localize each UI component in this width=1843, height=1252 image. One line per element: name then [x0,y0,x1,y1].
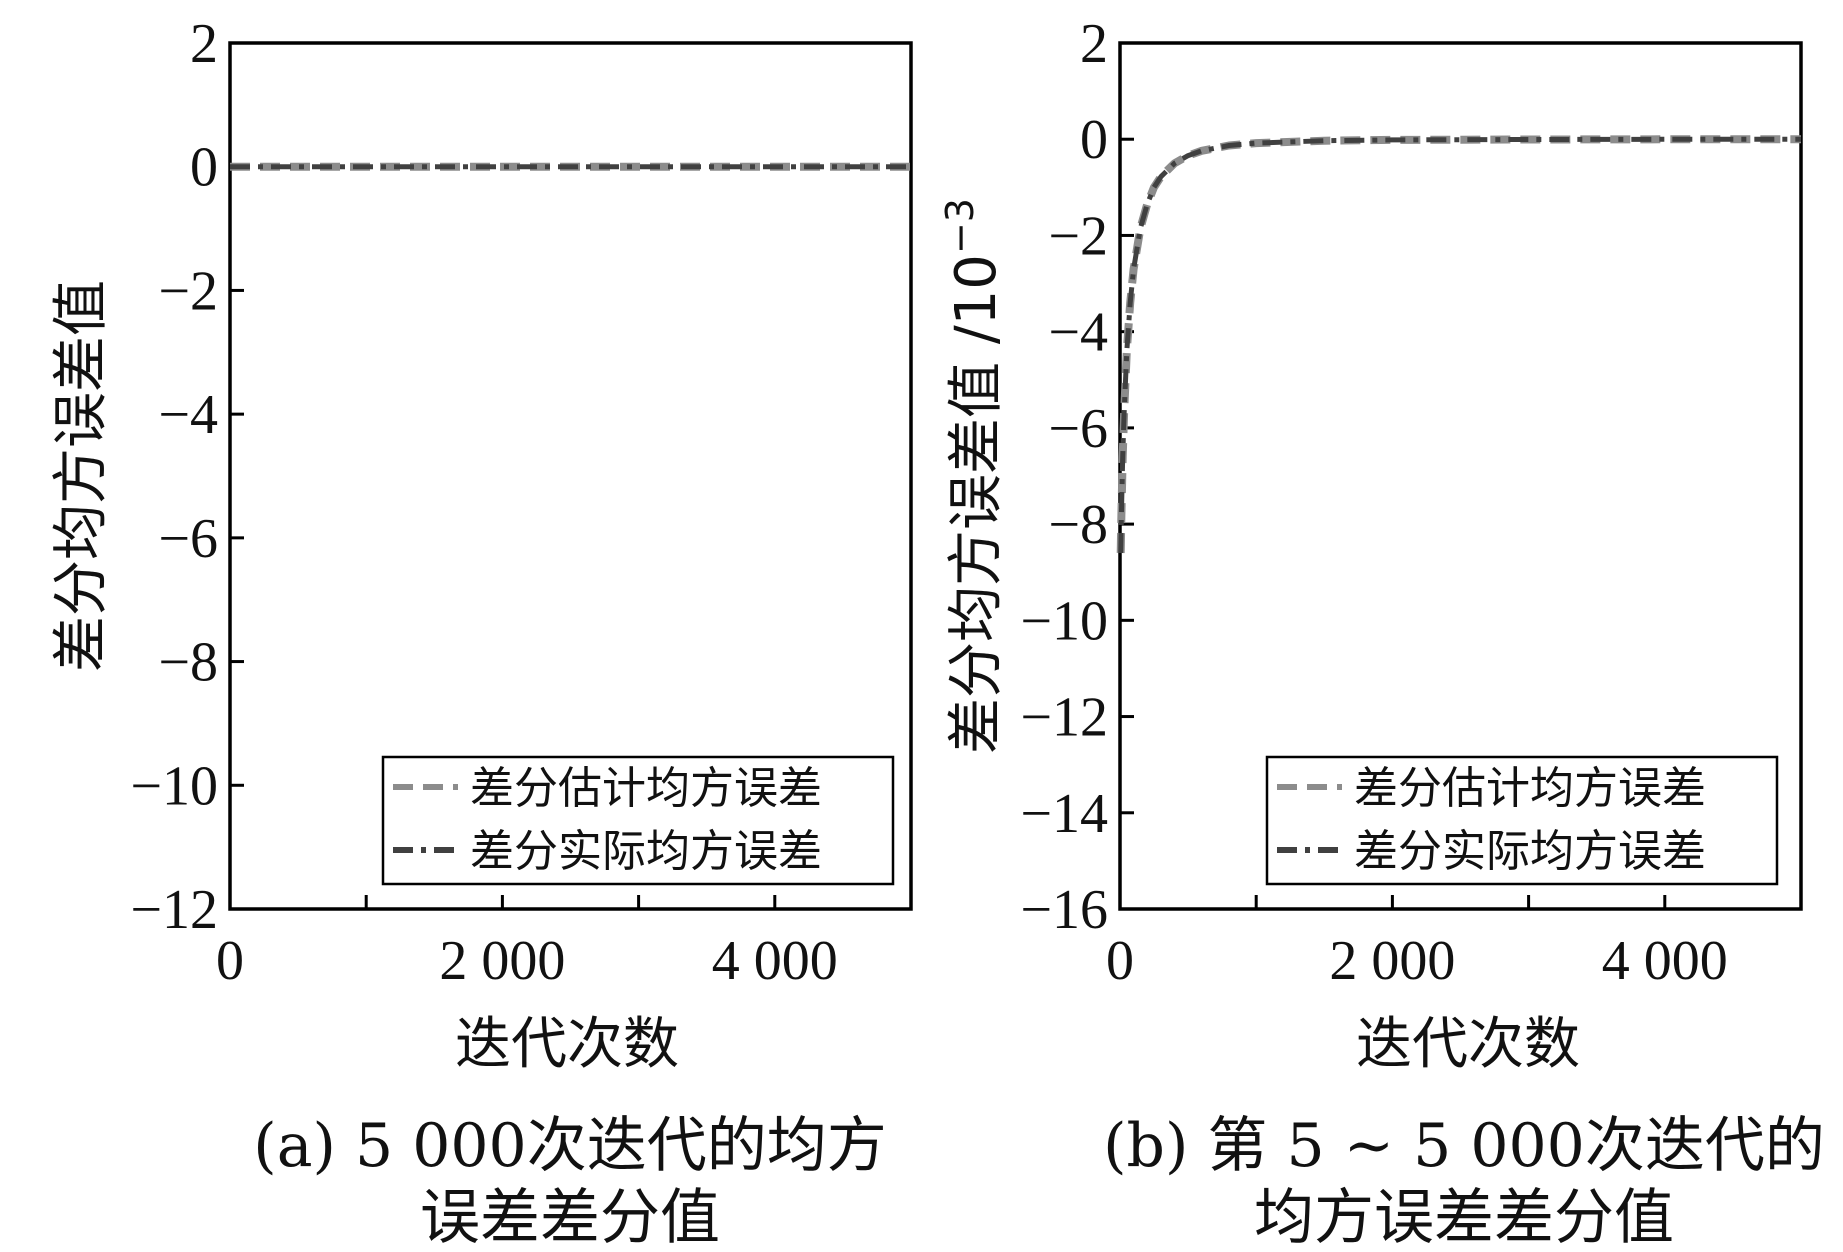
legend-label-actual-a: 差分实际均方误差 [470,826,822,877]
x-tick-label: 2 000 [1329,930,1455,992]
y-axis-title-b-exponent: −3 [938,198,982,254]
y-tick-label: −12 [130,879,218,941]
series-group-b [1116,135,1802,554]
legend-label-estimated-b: 差分估计均方误差 [1354,763,1706,814]
y-tick-label: 2 [1080,13,1108,75]
chart-panel-b: 20−2−4−6−8−10−12−14−160 2 000 4 000 差分估计均方… [938,13,1825,1252]
x-axis-title-b: 迭代次数 [1356,1012,1580,1077]
y-tick-label: −8 [158,632,218,694]
legend-box-a [381,755,895,886]
series-line-actual [1118,136,1802,554]
x-tick-label: 0 [216,930,244,992]
y-tick-label: −8 [1048,494,1108,556]
y-tick-label: −12 [1020,687,1108,749]
legend-label-estimated-a: 差分估计均方误差 [470,763,822,814]
legend-label-actual-b: 差分实际均方误差 [1354,826,1706,877]
y-tick-label: −10 [1020,590,1108,652]
x-tick-label: 4 000 [1602,930,1728,992]
plot-frame-a [228,41,913,911]
y-tick-label: −16 [1020,879,1108,941]
axis-ticks-b: 20−2−4−6−8−10−12−14−160 2 000 4 000 [1020,13,1727,992]
series-line-estimated [1116,135,1802,554]
x-axis-title-a: 迭代次数 [455,1012,679,1077]
x-tick-label: 2 000 [439,930,565,992]
y-tick-label: 0 [190,137,218,199]
x-tick-label: 4 000 [712,930,838,992]
chart-panel-a: 20−2−4−6−8−10−120 2 000 4 000 差分估计均方误差 差分实… [49,13,913,1252]
y-axis-title-b: 差分均方误差值 /10−3 [938,198,1009,754]
y-tick-label: −6 [158,508,218,570]
legend-box-b [1265,755,1779,886]
y-axis-title-b-text: 差分均方误差值 /10 [944,254,1009,754]
caption-a-line1: (a) 5 000次迭代的均方 [253,1111,886,1181]
y-tick-label: −2 [158,260,218,322]
caption-b-line1: (b) 第 5 ~ 5 000次迭代的 [1103,1111,1825,1181]
caption-b-line2: 均方误差差分值 [1254,1183,1674,1252]
x-tick-label: 0 [1106,930,1134,992]
y-tick-label: −4 [1048,302,1108,364]
y-tick-label: 0 [1080,109,1108,171]
caption-a-line2: 误差差分值 [420,1183,720,1252]
y-tick-label: −6 [1048,398,1108,460]
y-tick-label: −14 [1020,783,1108,845]
legend-b: 差分估计均方误差 差分实际均方误差 [1265,755,1779,886]
y-tick-label: −4 [158,384,218,446]
y-tick-label: −2 [1048,205,1108,267]
y-tick-label: 2 [190,13,218,75]
y-tick-label: −10 [130,755,218,817]
axis-ticks-a: 20−2−4−6−8−10−120 2 000 4 000 [130,13,837,992]
y-axis-title-a: 差分均方误差值 [49,280,114,672]
legend-a: 差分估计均方误差 差分实际均方误差 [381,755,895,886]
